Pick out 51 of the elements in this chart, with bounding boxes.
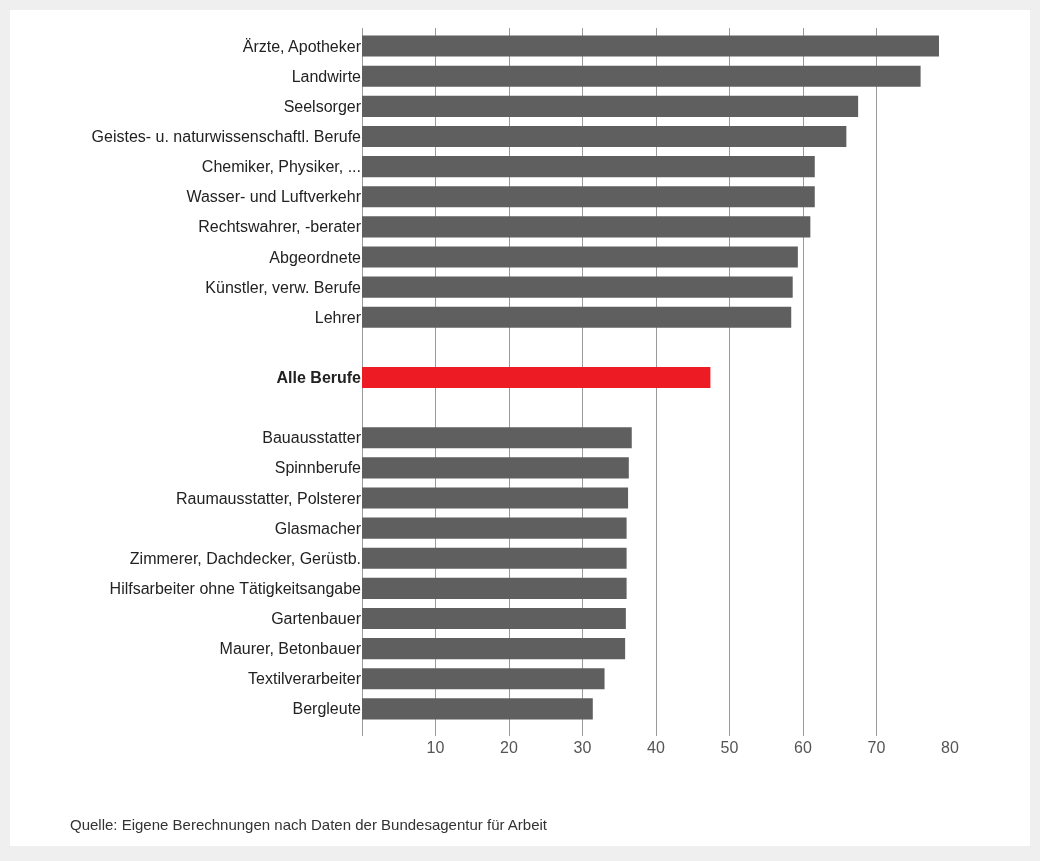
y-tick-label: Geistes- u. naturwissenschaftl. Berufe — [91, 128, 362, 146]
bar — [362, 156, 815, 178]
y-tick-label: Zimmerer, Dachdecker, Gerüstb. — [129, 549, 361, 567]
y-tick-label: Ärzte, Apotheker — [242, 37, 362, 55]
bar — [362, 668, 605, 690]
bar — [362, 35, 939, 57]
source-note: Quelle: Eigene Berechnungen nach Daten der Bundesagentur für Arbeit — [70, 816, 548, 833]
x-tick-label: 80 — [941, 739, 959, 756]
x-tick-label: 70 — [867, 739, 886, 756]
bar — [362, 698, 593, 720]
bar — [362, 125, 847, 147]
bar — [362, 607, 626, 630]
bar — [362, 547, 627, 569]
y-tick-label: Alle Berufe — [276, 369, 362, 387]
bar — [362, 638, 626, 660]
bar — [362, 487, 629, 509]
bar — [362, 246, 798, 268]
x-tick-label: 30 — [573, 739, 592, 756]
y-tick-label: Chemiker, Physiker, ... — [201, 158, 361, 176]
y-tick-label: Lehrer — [314, 308, 362, 326]
y-tick-label: Maurer, Betonbauer — [219, 640, 362, 658]
y-tick-label: Bauausstatter — [262, 429, 362, 447]
x-tick-label: 20 — [500, 739, 518, 756]
bar — [362, 577, 627, 599]
y-tick-label: Landwirte — [291, 67, 362, 85]
x-tick-label: 50 — [720, 739, 739, 756]
bar — [362, 186, 815, 208]
bar — [362, 366, 711, 389]
x-tick-label: 60 — [794, 739, 812, 756]
bar — [362, 276, 793, 298]
bar — [362, 427, 632, 449]
bar — [362, 517, 627, 539]
y-tick-label: Abgeordnete — [269, 248, 362, 266]
bar — [362, 65, 921, 87]
bar — [362, 216, 811, 238]
y-tick-label: Rechtswahrer, -berater — [198, 218, 362, 236]
bar — [362, 457, 629, 479]
y-tick-label: Glasmacher — [274, 519, 362, 537]
bar — [362, 306, 792, 328]
y-tick-label: Raumausstatter, Polsterer — [176, 489, 362, 507]
x-tick-label: 10 — [426, 739, 445, 756]
x-tick-label: 40 — [647, 739, 665, 756]
y-tick-label: Gartenbauer — [271, 610, 362, 628]
y-tick-label: Hilfsarbeiter ohne Tätigkeitsangabe — [109, 579, 362, 597]
y-tick-label: Textilverarbeiter — [248, 670, 362, 688]
y-tick-label: Spinnberufe — [274, 459, 362, 477]
y-tick-label: Seelsorger — [283, 97, 362, 115]
bar — [362, 95, 859, 117]
y-tick-label: Wasser- und Luftverkehr — [186, 188, 362, 206]
y-tick-label: Künstler, verw. Berufe — [205, 278, 362, 296]
y-tick-label: Bergleute — [292, 700, 362, 718]
